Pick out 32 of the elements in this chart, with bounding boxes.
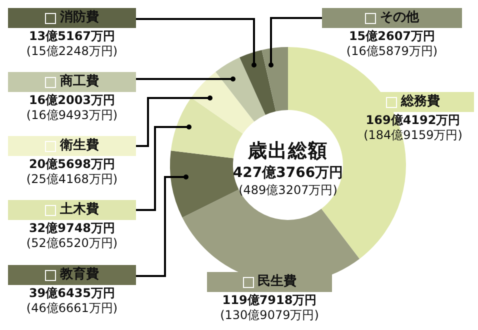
legend-label: 土木費 <box>60 201 99 219</box>
legend-label: その他 <box>380 9 419 27</box>
text: (25億4168万円) <box>25 172 119 187</box>
text: 169億4192万円 <box>364 112 462 128</box>
text: 歳出総額 <box>246 139 329 164</box>
text: (16億5879万円) <box>345 44 439 59</box>
text: (52億6520万円) <box>25 236 119 251</box>
legend-label: 商工費 <box>60 72 99 91</box>
text: (16億9493万円) <box>25 108 119 123</box>
legend-label: 衛生費 <box>60 137 99 155</box>
legend-label: 消防費 <box>60 9 99 27</box>
donut-slice <box>170 98 243 158</box>
text: (15億2248万円) <box>25 44 119 59</box>
text: 427億3766万円 <box>232 164 344 182</box>
donut-slice <box>262 47 288 112</box>
text: (184億9159万円) <box>362 128 464 143</box>
text: 39億6435万円 <box>28 285 116 301</box>
text: 13億5167万円 <box>28 28 116 44</box>
text: 20億5698万円 <box>28 156 116 172</box>
donut-slice <box>191 72 254 134</box>
text: 32億9748万円 <box>28 220 116 236</box>
text: (130億9079万円) <box>219 308 320 323</box>
text: (489億3207万円) <box>238 182 338 199</box>
donut-slice <box>216 57 266 122</box>
text: 16億2003万円 <box>28 92 116 108</box>
text: 15億2607万円 <box>348 28 436 44</box>
text: (46億6661万円) <box>25 301 119 316</box>
text: 119億7918万円 <box>221 292 318 308</box>
donut-slice <box>240 50 276 115</box>
legend-label: 教育費 <box>60 266 99 284</box>
legend-label: 総務費 <box>401 93 440 111</box>
legend-label: 民生費 <box>258 273 296 291</box>
